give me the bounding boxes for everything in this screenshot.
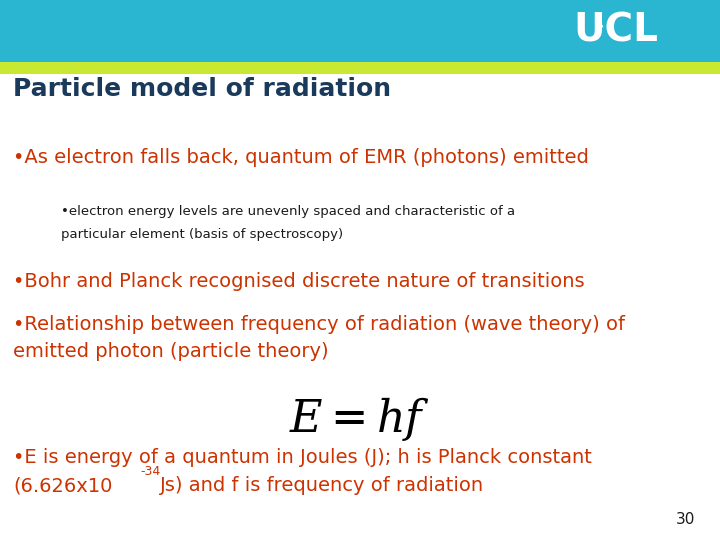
Text: •E is energy of a quantum in Joules (J); h is Planck constant: •E is energy of a quantum in Joules (J);… <box>13 448 592 467</box>
Text: particular element (basis of spectroscopy): particular element (basis of spectroscop… <box>61 228 343 241</box>
Text: •electron energy levels are unevenly spaced and characteristic of a: •electron energy levels are unevenly spa… <box>61 205 516 218</box>
Text: $E = hf$: $E = hf$ <box>289 395 431 443</box>
Bar <box>0 0 720 62</box>
Text: Particle model of radiation: Particle model of radiation <box>13 77 391 100</box>
Text: emitted photon (particle theory): emitted photon (particle theory) <box>13 342 328 361</box>
Text: UCL: UCL <box>573 12 658 50</box>
Text: (6.626x10: (6.626x10 <box>13 476 112 495</box>
Text: •Relationship between frequency of radiation (wave theory) of: •Relationship between frequency of radia… <box>13 315 625 334</box>
Text: -34: -34 <box>140 465 161 478</box>
Text: •As electron falls back, quantum of EMR (photons) emitted: •As electron falls back, quantum of EMR … <box>13 148 589 167</box>
Text: •Bohr and Planck recognised discrete nature of transitions: •Bohr and Planck recognised discrete nat… <box>13 272 585 291</box>
Text: Js) and f is frequency of radiation: Js) and f is frequency of radiation <box>160 476 484 495</box>
Bar <box>0 62 720 74</box>
Text: ▲: ▲ <box>596 18 604 28</box>
Text: 30: 30 <box>675 511 695 526</box>
